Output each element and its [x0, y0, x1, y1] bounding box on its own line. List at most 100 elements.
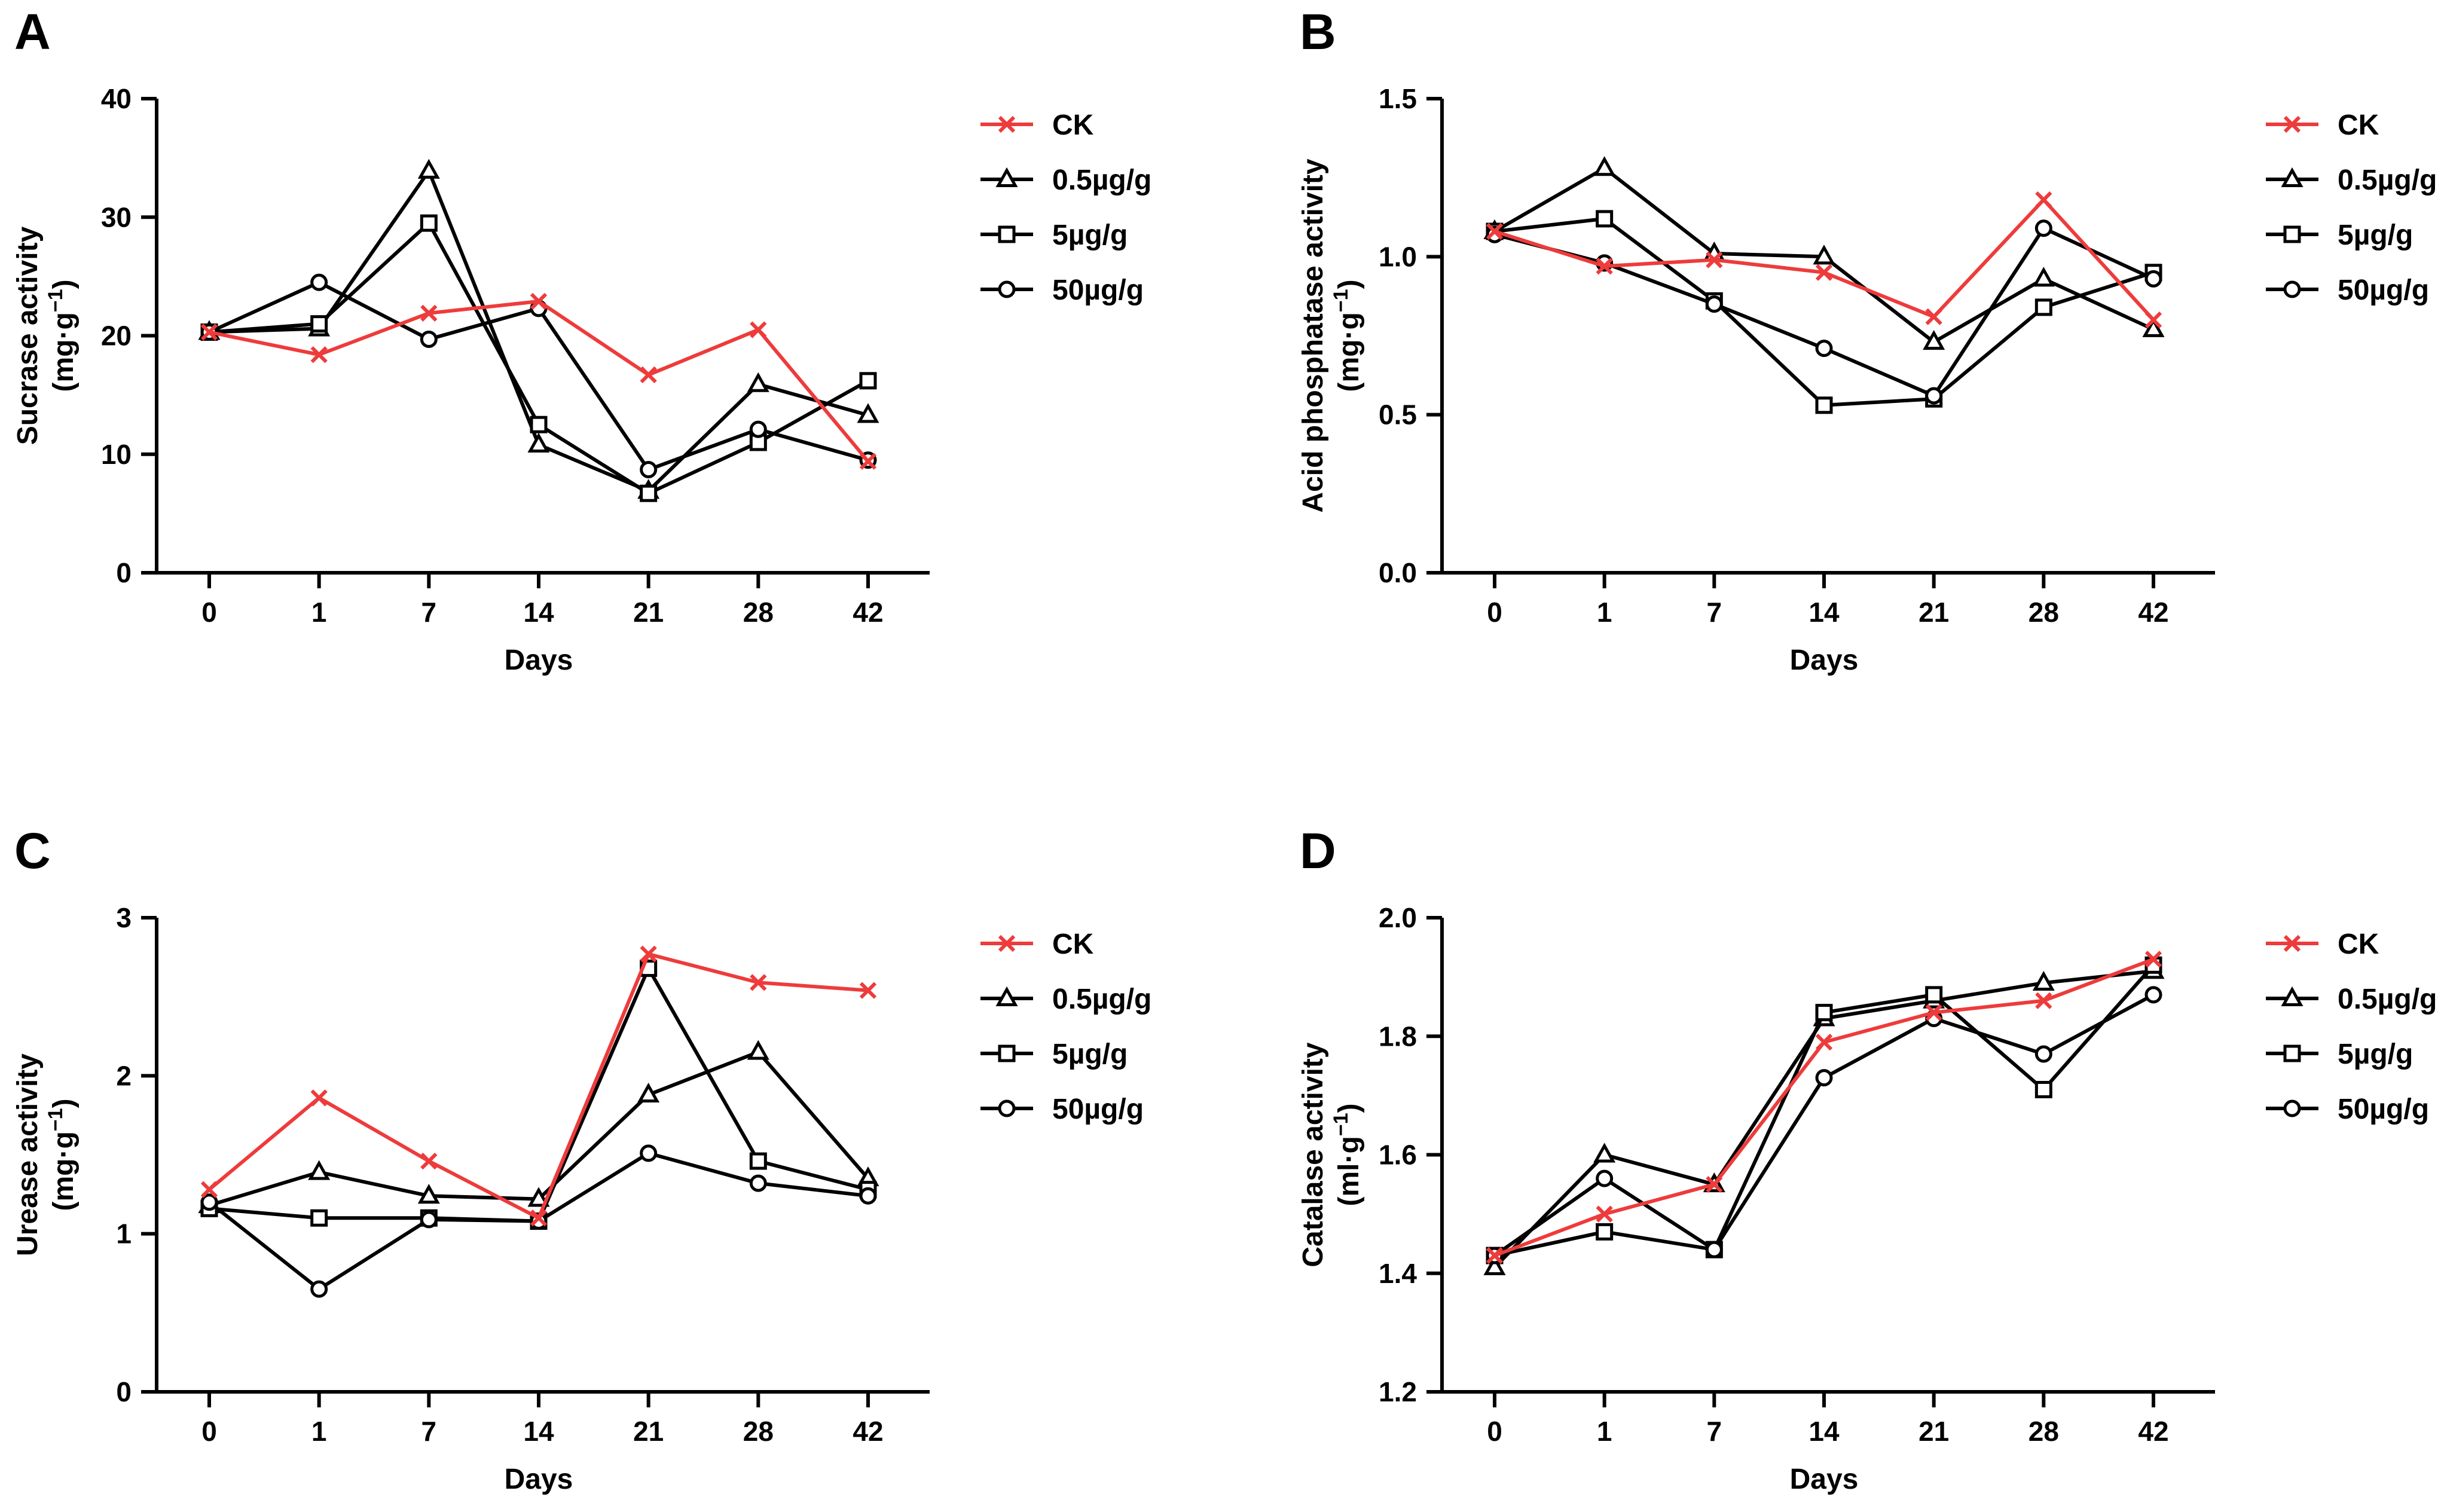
data-point-x — [1486, 1247, 1504, 1264]
y-tick-label: 2 — [116, 1060, 132, 1091]
legend-marker-circle — [998, 280, 1016, 298]
series-line — [209, 1050, 870, 1207]
legend-item: 0.5µg/g — [980, 164, 1151, 196]
x-tick-label: 0 — [201, 1416, 217, 1447]
data-point-triangle — [1813, 245, 1835, 265]
legend-label: 5µg/g — [2338, 219, 2413, 251]
legend-item: 5µg/g — [2266, 1038, 2413, 1070]
legend-label: 5µg/g — [1052, 1038, 1128, 1070]
y-axis-unit: (mg·g−1) — [44, 279, 80, 392]
legend-marker-x — [998, 934, 1016, 952]
data-point-square — [1815, 1004, 1833, 1022]
y-tick-label: 1.8 — [1379, 1021, 1417, 1052]
legend-label: 50µg/g — [1052, 274, 1144, 306]
x-axis-label: Days — [505, 644, 573, 676]
x-tick-label: 0 — [1487, 1416, 1502, 1447]
legend-marker-square — [998, 225, 1016, 243]
series-ck — [200, 945, 877, 1227]
data-point-x — [2035, 992, 2052, 1009]
legend-label: 0.5µg/g — [1052, 983, 1151, 1015]
legend-item: 5µg/g — [980, 219, 1128, 251]
data-point-square — [310, 315, 328, 333]
legend-label: 50µg/g — [2338, 274, 2429, 306]
data-point-circle — [2034, 1045, 2052, 1063]
legend-marker-square — [998, 1044, 1016, 1062]
x-tick-label: 28 — [743, 597, 774, 628]
series-line — [1493, 957, 2155, 1257]
data-point-circle — [1705, 295, 1723, 313]
x-tick-label: 28 — [2028, 597, 2059, 628]
x-tick-label: 21 — [1918, 1416, 1949, 1447]
series-line — [209, 221, 869, 496]
legend-item: 0.5µg/g — [2266, 983, 2437, 1015]
series-ck — [1486, 951, 2162, 1264]
legend-marker-triangle — [995, 167, 1018, 187]
data-point-x — [530, 1209, 548, 1227]
y-tick-label: 0 — [116, 557, 132, 588]
legend-marker-circle — [998, 1099, 1016, 1117]
series-line — [208, 952, 869, 1220]
x-tick-label: 7 — [421, 597, 437, 628]
data-point-circle — [749, 420, 767, 438]
legend-item: CK — [2266, 928, 2379, 960]
data-point-x — [200, 1181, 218, 1198]
data-point-x — [420, 304, 438, 322]
data-point-square — [2034, 298, 2052, 316]
legend-label: 0.5µg/g — [2338, 164, 2437, 196]
legend-label: CK — [1052, 928, 1094, 960]
y-tick-label: 1.0 — [1379, 241, 1417, 272]
legend-marker-square — [2283, 225, 2301, 243]
data-point-x — [1925, 308, 1942, 325]
data-point-circle — [420, 1211, 438, 1229]
data-point-circle — [749, 1174, 767, 1192]
data-point-circle — [310, 273, 328, 291]
legend-marker-x — [998, 115, 1016, 133]
y-axis-label: Sucrase activity — [12, 226, 44, 445]
y-tick-label: 3 — [116, 902, 132, 933]
data-point-triangle — [857, 403, 879, 423]
data-point-square — [2034, 1080, 2052, 1098]
legend-marker-triangle — [2281, 167, 2304, 187]
data-point-x — [310, 1089, 328, 1107]
data-point-triangle — [747, 372, 769, 392]
series-50-g-g — [200, 1144, 877, 1298]
data-point-circle — [200, 1193, 218, 1211]
x-tick-label: 14 — [1808, 1416, 1840, 1447]
x-tick-label: 21 — [633, 1416, 664, 1447]
series-ck — [1486, 191, 2162, 329]
x-tick-label: 7 — [421, 1416, 437, 1447]
legend-marker-circle — [2283, 280, 2301, 298]
data-point-triangle — [308, 1160, 331, 1180]
data-point-x — [1596, 258, 1613, 275]
data-point-x — [859, 982, 877, 999]
x-tick-label: 1 — [1597, 597, 1612, 628]
legend-marker-square — [2283, 1044, 2301, 1062]
x-axis-label: Days — [1790, 1464, 1859, 1495]
data-point-x — [1706, 251, 1723, 268]
x-tick-label: 42 — [2138, 597, 2168, 628]
x-tick-label: 28 — [743, 1416, 774, 1447]
data-point-triangle — [747, 1040, 769, 1060]
y-axis-unit: (mg·g−1) — [44, 1098, 80, 1211]
data-point-x — [420, 1152, 438, 1170]
panel-c: C 0 1 2 3 0 1 7 14 21 28 42 Days Urease activity (mg·g… — [12, 823, 1151, 1495]
panel-letter: D — [1300, 823, 1336, 879]
y-tick-label: 0 — [116, 1376, 132, 1407]
y-tick-label: 1.5 — [1379, 83, 1417, 114]
data-point-circle — [640, 461, 658, 479]
legend-marker-triangle — [2281, 986, 2304, 1006]
legend-label: 5µg/g — [2338, 1038, 2413, 1070]
x-tick-label: 7 — [1707, 597, 1722, 628]
series-ck — [200, 292, 877, 470]
legend-label: 5µg/g — [1052, 219, 1128, 251]
legend-label: 0.5µg/g — [2338, 983, 2437, 1015]
y-tick-label: 20 — [101, 320, 132, 352]
data-point-triangle — [527, 1187, 550, 1207]
data-point-circle — [420, 330, 438, 348]
panel-b: B 0.0 0.5 1.0 1.5 0 1 7 14 21 28 42 Days Acid phospha… — [1297, 4, 2437, 676]
data-point-x — [1706, 1175, 1723, 1193]
series-50-g-g — [200, 273, 877, 479]
data-point-x — [859, 453, 877, 470]
legend-item: 5µg/g — [980, 1038, 1128, 1070]
panel-a: A 0 10 20 30 40 0 1 7 14 21 28 42 Days Sucrase activit… — [12, 4, 1151, 676]
